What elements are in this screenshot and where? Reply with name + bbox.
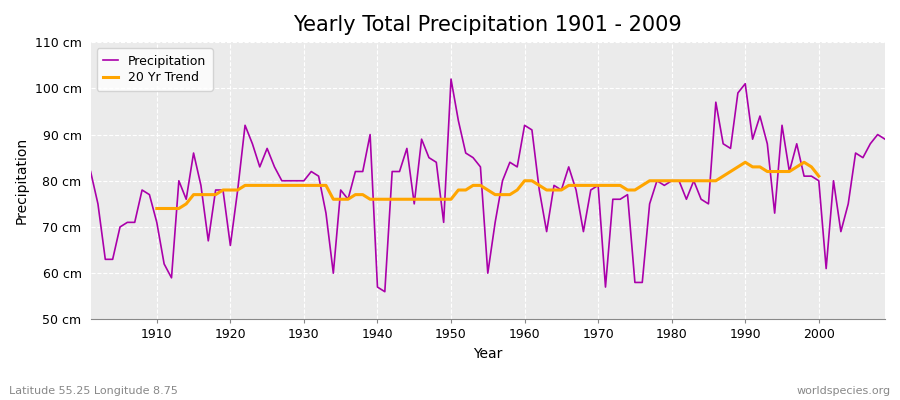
Legend: Precipitation, 20 Yr Trend: Precipitation, 20 Yr Trend bbox=[97, 48, 212, 91]
20 Yr Trend bbox=[740, 160, 751, 165]
20 Yr Trend bbox=[151, 206, 162, 211]
X-axis label: Year: Year bbox=[473, 347, 502, 361]
20 Yr Trend bbox=[814, 174, 824, 178]
20 Yr Trend bbox=[232, 188, 243, 192]
Precipitation bbox=[879, 137, 890, 142]
Precipitation bbox=[526, 128, 537, 132]
20 Yr Trend bbox=[320, 183, 331, 188]
Precipitation bbox=[534, 188, 544, 192]
Precipitation bbox=[306, 169, 317, 174]
Title: Yearly Total Precipitation 1901 - 2009: Yearly Total Precipitation 1901 - 2009 bbox=[293, 15, 682, 35]
20 Yr Trend bbox=[806, 164, 817, 169]
20 Yr Trend bbox=[306, 183, 317, 188]
20 Yr Trend bbox=[798, 160, 809, 165]
Precipitation bbox=[144, 192, 155, 197]
Line: Precipitation: Precipitation bbox=[91, 79, 885, 292]
20 Yr Trend bbox=[710, 178, 721, 183]
Y-axis label: Precipitation: Precipitation bbox=[15, 137, 29, 224]
Line: 20 Yr Trend: 20 Yr Trend bbox=[157, 162, 819, 208]
Precipitation bbox=[380, 289, 391, 294]
Precipitation bbox=[622, 192, 633, 197]
Text: worldspecies.org: worldspecies.org bbox=[796, 386, 891, 396]
Text: Latitude 55.25 Longitude 8.75: Latitude 55.25 Longitude 8.75 bbox=[9, 386, 178, 396]
Precipitation bbox=[446, 77, 456, 82]
Precipitation bbox=[350, 169, 361, 174]
Precipitation bbox=[86, 169, 96, 174]
